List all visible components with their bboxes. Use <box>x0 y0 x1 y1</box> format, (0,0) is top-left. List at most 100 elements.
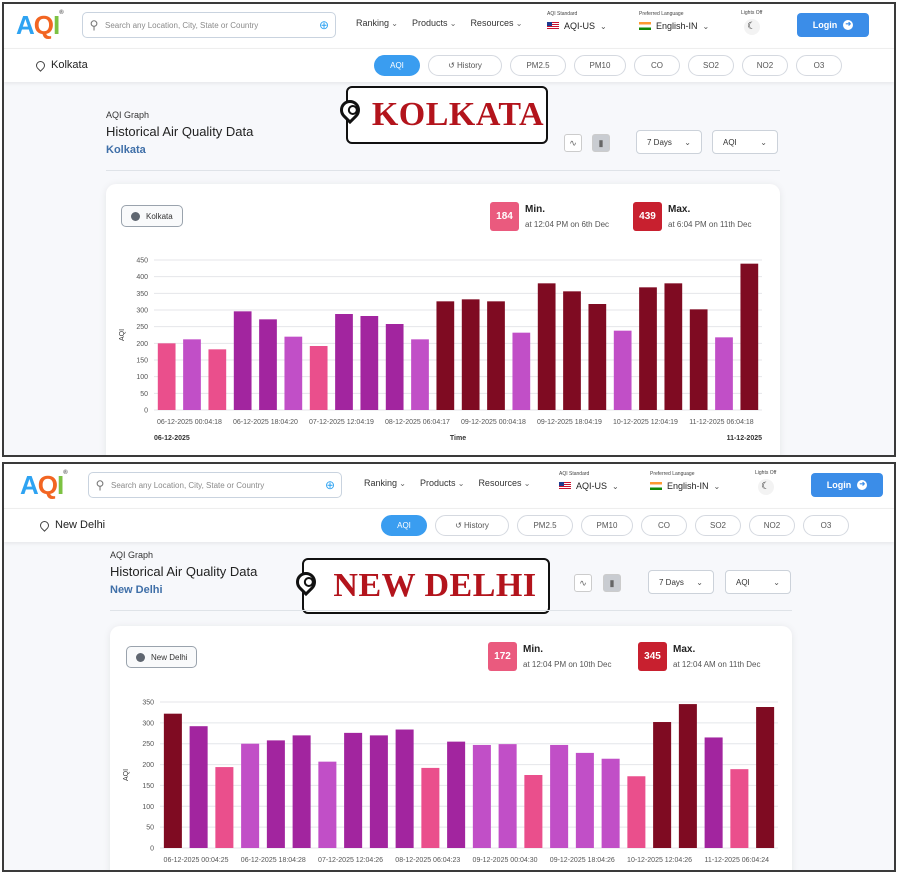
tab-no2[interactable]: NO2 <box>742 55 788 76</box>
lights-toggle[interactable]: Lights Off ☾ <box>741 10 762 35</box>
aqi-bar[interactable] <box>259 319 277 410</box>
search-input[interactable]: Search any Location, City, State or Coun… <box>111 480 265 490</box>
login-button[interactable]: Login ➜ <box>797 13 869 37</box>
aqi-bar[interactable] <box>653 722 672 848</box>
aqi-bar[interactable] <box>601 758 620 848</box>
aqi-bar[interactable] <box>183 339 201 410</box>
aqi-bar[interactable] <box>189 726 208 848</box>
aqi-bar[interactable] <box>461 299 480 410</box>
lights-toggle[interactable]: Lights Off ☾ <box>755 470 776 495</box>
aqi-bar[interactable] <box>411 339 429 410</box>
tab-pm10[interactable]: PM10 <box>574 55 626 76</box>
metric-dropdown[interactable]: AQI ⌄ <box>712 130 778 154</box>
aqi-bar[interactable] <box>208 349 227 410</box>
aqi-bar[interactable] <box>537 283 556 410</box>
moon-icon[interactable]: ☾ <box>757 479 774 495</box>
aqi-bar[interactable] <box>215 767 234 848</box>
tab-o3[interactable]: O3 <box>803 515 849 536</box>
tab-so2[interactable]: SO2 <box>688 55 734 76</box>
tab-so2[interactable]: SO2 <box>695 515 741 536</box>
tab-o3[interactable]: O3 <box>796 55 842 76</box>
aqi-bar[interactable] <box>369 735 388 848</box>
chart-legend[interactable]: New Delhi <box>126 646 198 668</box>
login-button[interactable]: Login ➜ <box>811 473 883 497</box>
aqi-bar[interactable] <box>715 337 733 410</box>
aqi-bar[interactable] <box>512 332 531 410</box>
tab-pm10[interactable]: PM10 <box>581 515 633 536</box>
aqi-bar[interactable] <box>524 775 543 848</box>
aqi-bar[interactable] <box>613 330 632 410</box>
chart-legend[interactable]: Kolkata <box>121 205 183 227</box>
aqi-bar[interactable] <box>664 283 683 410</box>
aqi-bar[interactable] <box>395 729 414 848</box>
tab-pm25[interactable]: PM2.5 <box>517 515 573 536</box>
aqi-bar[interactable] <box>730 769 749 848</box>
aqi-bar[interactable] <box>309 346 328 410</box>
aqi-standard-selector[interactable]: AQI Standard AQI-US ⌄ <box>547 11 607 31</box>
line-chart-icon[interactable]: ∿ <box>564 134 582 152</box>
aqi-bar[interactable] <box>335 314 353 410</box>
aqi-bar[interactable] <box>344 732 363 848</box>
aqi-bar[interactable] <box>421 767 440 848</box>
menu-ranking[interactable]: Ranking <box>356 18 398 28</box>
menu-ranking[interactable]: Ranking <box>364 478 406 488</box>
aqi-bar[interactable] <box>740 263 759 410</box>
aqi-bar[interactable] <box>498 744 517 848</box>
tab-aqi[interactable]: AQI <box>381 515 427 536</box>
aqi-bar[interactable] <box>472 744 491 848</box>
tab-aqi[interactable]: AQI <box>374 55 420 76</box>
search-box[interactable]: ⚲ Search any Location, City, State or Co… <box>82 12 336 38</box>
aqi-bar[interactable] <box>157 343 176 410</box>
aqi-bar[interactable] <box>575 752 594 848</box>
locate-icon[interactable]: ⊕ <box>324 478 336 492</box>
aqi-bar[interactable] <box>447 741 466 848</box>
aqi-logo[interactable]: AQI® <box>16 10 64 40</box>
aqi-bar[interactable] <box>689 309 708 410</box>
menu-products[interactable]: Products <box>412 18 456 28</box>
aqi-bar[interactable] <box>588 304 607 410</box>
locate-icon[interactable]: ⊕ <box>318 18 330 32</box>
aqi-bar[interactable] <box>292 735 311 848</box>
language-selector[interactable]: Preferred Language English-IN ⌄ <box>650 471 720 491</box>
tab-history[interactable]: ↺ History <box>435 515 509 536</box>
aqi-logo[interactable]: AQI® <box>20 470 68 500</box>
aqi-bar[interactable] <box>563 291 581 410</box>
metric-dropdown[interactable]: AQI ⌄ <box>725 570 791 594</box>
city-banner-text: NEW DELHI <box>333 567 537 604</box>
moon-icon[interactable]: ☾ <box>743 19 760 35</box>
tab-co[interactable]: CO <box>641 515 687 536</box>
search-input[interactable]: Search any Location, City, State or Coun… <box>105 20 259 30</box>
aqi-standard-selector[interactable]: AQI Standard AQI-US ⌄ <box>559 471 619 491</box>
tab-history[interactable]: ↺ History <box>428 55 502 76</box>
aqi-bar-chart-kolkata: 0 50 100 150 200 250 300 350 400 450 AQI 06-12-2025… <box>119 258 762 443</box>
tab-no2[interactable]: NO2 <box>749 515 795 536</box>
tab-co[interactable]: CO <box>634 55 680 76</box>
language-selector[interactable]: Preferred Language English-IN ⌄ <box>639 11 709 31</box>
line-chart-icon[interactable]: ∿ <box>574 574 592 592</box>
menu-resources[interactable]: Resources <box>470 18 522 28</box>
aqi-bar[interactable] <box>487 301 505 410</box>
range-dropdown[interactable]: 7 Days ⌄ <box>636 130 702 154</box>
aqi-bar[interactable] <box>639 287 657 410</box>
aqi-bar[interactable] <box>360 316 379 410</box>
aqi-bar[interactable] <box>241 743 260 848</box>
aqi-bar[interactable] <box>284 336 303 410</box>
bar-chart-icon[interactable]: ▮ <box>592 134 610 152</box>
aqi-bar[interactable] <box>756 707 775 848</box>
bar-chart-icon[interactable]: ▮ <box>603 574 621 592</box>
menu-products[interactable]: Products <box>420 478 464 488</box>
search-box[interactable]: ⚲ Search any Location, City, State or Co… <box>88 472 342 498</box>
aqi-bar[interactable] <box>233 311 252 410</box>
menu-resources[interactable]: Resources <box>478 478 530 488</box>
aqi-bar[interactable] <box>318 761 337 848</box>
aqi-bar[interactable] <box>627 776 646 848</box>
tab-pm25[interactable]: PM2.5 <box>510 55 566 76</box>
aqi-bar[interactable] <box>550 744 569 848</box>
aqi-bar[interactable] <box>163 713 182 848</box>
aqi-bar[interactable] <box>704 737 723 848</box>
aqi-bar[interactable] <box>385 324 404 410</box>
aqi-bar[interactable] <box>266 740 285 848</box>
range-dropdown[interactable]: 7 Days ⌄ <box>648 570 714 594</box>
aqi-bar[interactable] <box>678 704 697 848</box>
aqi-bar[interactable] <box>436 301 455 410</box>
